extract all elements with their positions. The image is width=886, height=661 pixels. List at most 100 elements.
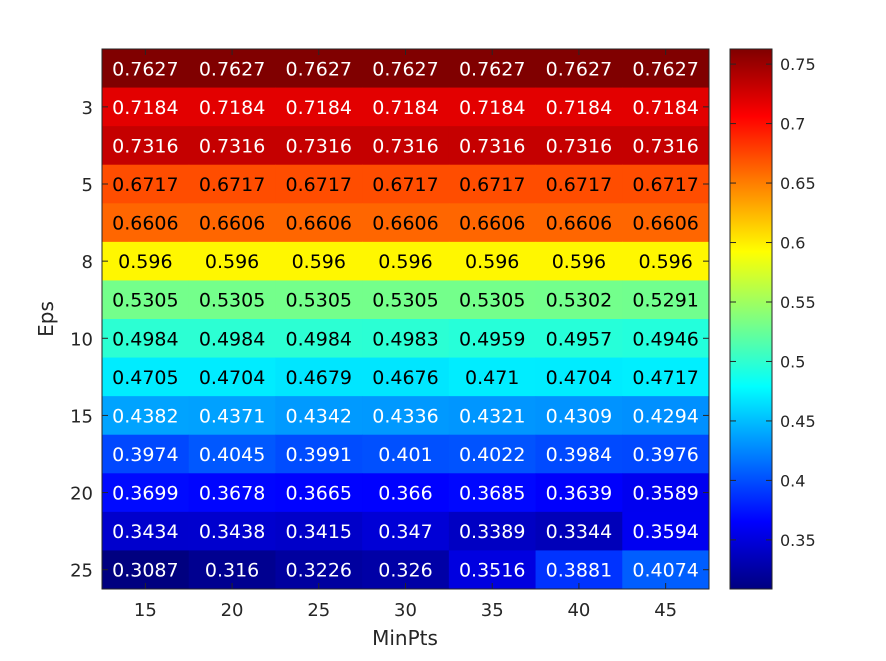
heatmap-cell <box>102 511 190 551</box>
x-tick-label: 30 <box>394 600 417 621</box>
cell-value-label: 0.4946 <box>632 328 698 350</box>
cell-value-label: 0.5302 <box>546 290 612 312</box>
heatmap-cell <box>362 511 450 551</box>
heatmap-cell <box>448 473 537 513</box>
cell-value-label: 0.3589 <box>632 483 698 505</box>
cell-value-label: 0.3685 <box>459 483 525 505</box>
heatmap-cell <box>188 357 276 397</box>
heatmap-cell <box>102 550 190 590</box>
heatmap-cell <box>275 241 363 281</box>
cell-value-label: 0.3991 <box>286 444 352 466</box>
cell-value-label: 0.5291 <box>632 290 698 312</box>
heatmap-cell <box>362 280 450 320</box>
cell-value-label: 0.3226 <box>286 560 352 582</box>
cell-value-label: 0.4309 <box>546 405 612 427</box>
cell-value-label: 0.7184 <box>459 97 525 119</box>
cell-value-label: 0.6606 <box>459 213 525 235</box>
cell-value-label: 0.3516 <box>459 560 525 582</box>
cell-value-label: 0.326 <box>378 560 432 582</box>
cell-value-label: 0.6717 <box>286 174 352 196</box>
cell-value-label: 0.6717 <box>112 174 178 196</box>
heatmap-cell <box>535 357 623 397</box>
heatmap-cell <box>622 49 710 89</box>
cell-value-label: 0.6717 <box>199 174 265 196</box>
cell-value-label: 0.3665 <box>286 483 352 505</box>
colorbar-tick-label: 0.7 <box>780 115 805 134</box>
y-tick-label: 25 <box>70 561 93 582</box>
heatmap-cell <box>188 473 276 513</box>
heatmap-cell <box>275 49 363 89</box>
heatmap-cell <box>275 319 363 359</box>
heatmap-cell <box>535 164 623 204</box>
cell-value-label: 0.4321 <box>459 405 525 427</box>
cell-value-label: 0.4074 <box>632 560 698 582</box>
cell-value-label: 0.4045 <box>199 444 265 466</box>
heatmap-cell <box>275 511 363 551</box>
cell-value-label: 0.316 <box>205 560 259 582</box>
y-tick-label: 20 <box>70 484 93 505</box>
cell-value-label: 0.4342 <box>286 405 352 427</box>
heatmap-cell <box>535 396 623 436</box>
cell-value-label: 0.7316 <box>372 135 438 157</box>
cell-value-label: 0.6606 <box>546 213 612 235</box>
cell-value-label: 0.4983 <box>372 328 438 350</box>
cell-value-label: 0.4705 <box>112 367 178 389</box>
heatmap-cell <box>448 49 537 89</box>
heatmap-cell <box>102 434 190 474</box>
heatmap-cell <box>448 126 537 166</box>
heatmap-cell <box>275 396 363 436</box>
heatmap-cell <box>535 319 623 359</box>
cell-value-label: 0.7627 <box>459 58 525 80</box>
cell-value-label: 0.3974 <box>112 444 178 466</box>
y-tick-label: 8 <box>82 252 93 273</box>
heatmap-cell <box>448 241 537 281</box>
heatmap-cell <box>102 203 190 243</box>
heatmap-cell <box>622 434 710 474</box>
heatmap-cell <box>102 126 190 166</box>
heatmap-cell <box>362 319 450 359</box>
heatmap-cell <box>535 280 623 320</box>
heatmap-cell <box>535 203 623 243</box>
heatmap-cell <box>362 357 450 397</box>
cell-value-label: 0.7184 <box>372 97 438 119</box>
heatmap-cell <box>102 473 190 513</box>
heatmap-cell <box>622 164 710 204</box>
cell-value-label: 0.596 <box>378 251 432 273</box>
y-tick-label: 3 <box>82 98 93 119</box>
cell-value-label: 0.7184 <box>286 97 352 119</box>
heatmap-cell <box>275 203 363 243</box>
heatmap-cell <box>188 241 276 281</box>
cell-value-label: 0.5305 <box>372 290 438 312</box>
heatmap-cell <box>448 87 537 127</box>
cell-value-label: 0.7627 <box>546 58 612 80</box>
x-axis-ticks: 15 20 25 30 35 40 45 <box>134 49 677 621</box>
heatmap-cell <box>102 280 190 320</box>
heatmap-cell <box>188 203 276 243</box>
heatmap-cell <box>535 511 623 551</box>
x-tick-label: 45 <box>654 600 677 621</box>
heatmap-cell <box>448 319 537 359</box>
heatmap-cell <box>622 396 710 436</box>
cell-value-label: 0.3389 <box>459 521 525 543</box>
heatmap-cell <box>622 357 710 397</box>
cell-value-label: 0.596 <box>638 251 692 273</box>
cell-value-label: 0.7627 <box>632 58 698 80</box>
heatmap-cell <box>275 550 363 590</box>
heatmap-cell <box>535 241 623 281</box>
cell-value-label: 0.4704 <box>199 367 265 389</box>
heatmap-cell <box>362 203 450 243</box>
cell-value-label: 0.5305 <box>199 290 265 312</box>
heatmap-cell <box>188 164 276 204</box>
heatmap-cell <box>535 126 623 166</box>
cell-value-label: 0.596 <box>552 251 606 273</box>
heatmap-cell <box>362 241 450 281</box>
heatmap-cell <box>275 434 363 474</box>
cell-value-label: 0.3699 <box>112 483 178 505</box>
heatmap-cell <box>622 473 710 513</box>
heatmap-cell <box>448 164 537 204</box>
cell-value-label: 0.6606 <box>632 213 698 235</box>
cell-value-label: 0.7316 <box>459 135 525 157</box>
cell-value-label: 0.3976 <box>632 444 698 466</box>
heatmap-cell <box>188 126 276 166</box>
heatmap-cell <box>275 473 363 513</box>
